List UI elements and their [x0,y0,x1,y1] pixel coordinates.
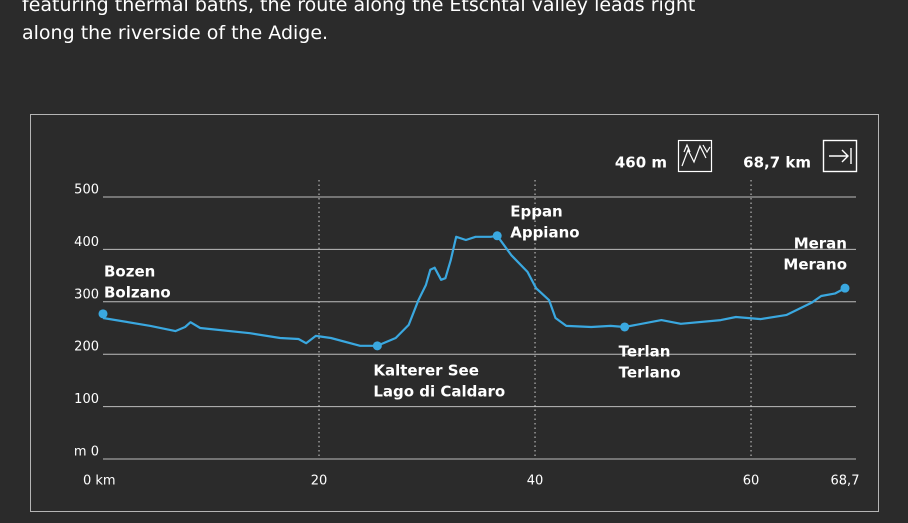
location-label: Meran [794,235,847,253]
y-tick-label: 200 [74,340,99,355]
location-dot [840,283,850,293]
y-tick-label: 400 [74,235,99,250]
location-label: Bozen [104,262,155,280]
distance-icon [822,139,858,173]
intro-text: featuring thermal baths, the route along… [22,0,892,47]
intro-line: featuring thermal baths, the route along… [22,0,696,16]
chart-frame [30,114,879,512]
location-label: Bolzano [104,283,171,301]
location-label: Lago di Caldaro [373,382,505,400]
location-label: Kalterer See [373,361,479,379]
location-dot [98,309,108,319]
x-tick-label: 20 [311,474,328,489]
distance-stat: 68,7 km [743,154,811,172]
y-tick-label: 300 [74,287,99,302]
location-label: Appiano [510,223,579,241]
x-tick-label: 0 km [83,474,116,489]
intro-line: along the riverside of the Adige. [22,22,329,44]
location-dot [620,322,630,332]
location-dot [372,341,382,351]
x-tick-label: 68,7 [831,474,860,489]
y-tick-label: m 0 [74,445,99,460]
y-tick-label: 100 [74,392,99,407]
ascent-stat: 460 m [615,154,667,172]
ascent-icon [677,139,713,173]
x-tick-label: 60 [743,474,760,489]
location-label: Terlan [619,342,671,360]
location-dot [492,231,502,241]
location-label: Terlano [619,363,681,381]
x-tick-label: 40 [527,474,544,489]
location-label: Eppan [510,202,563,220]
elevation-line [102,234,846,347]
location-label: Merano [783,256,847,274]
y-tick-label: 500 [74,183,99,198]
